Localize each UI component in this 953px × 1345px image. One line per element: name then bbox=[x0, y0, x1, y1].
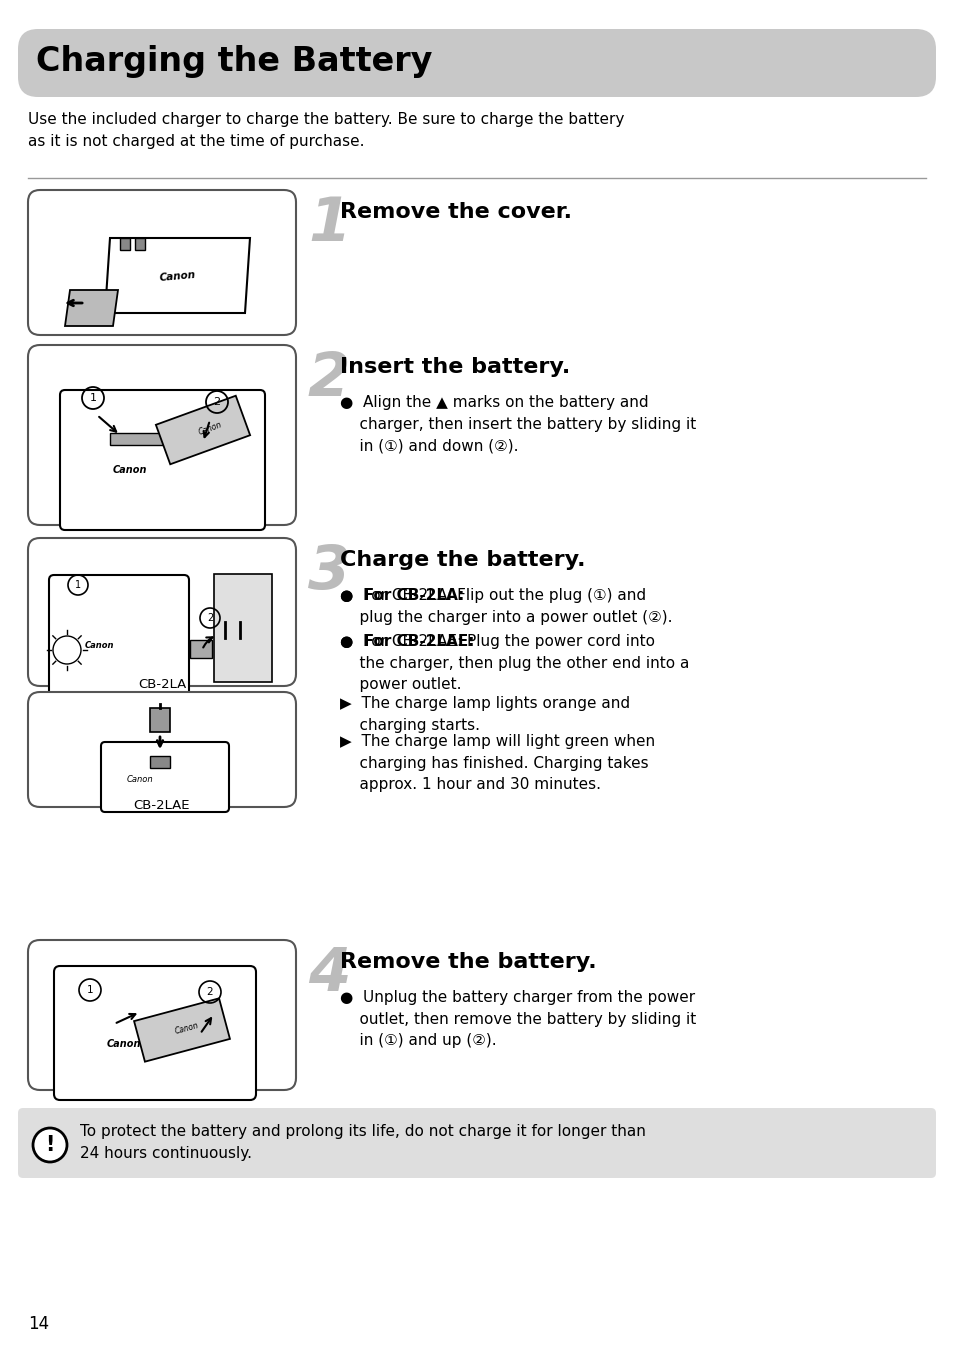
Text: 3: 3 bbox=[308, 543, 350, 603]
Text: 1: 1 bbox=[90, 393, 96, 403]
FancyBboxPatch shape bbox=[101, 742, 229, 812]
Bar bbox=[150, 756, 170, 768]
Text: Canon: Canon bbox=[159, 269, 196, 282]
FancyBboxPatch shape bbox=[49, 576, 189, 703]
Text: !: ! bbox=[45, 1135, 54, 1155]
FancyBboxPatch shape bbox=[18, 30, 935, 97]
Text: Canon: Canon bbox=[107, 1038, 141, 1049]
FancyBboxPatch shape bbox=[28, 538, 295, 686]
Text: 2: 2 bbox=[308, 350, 350, 409]
Text: ▶  The charge lamp lights orange and
    charging starts.: ▶ The charge lamp lights orange and char… bbox=[339, 695, 630, 733]
Polygon shape bbox=[65, 291, 118, 325]
Text: 1: 1 bbox=[75, 580, 81, 590]
FancyBboxPatch shape bbox=[60, 390, 265, 530]
Text: CB-2LA: CB-2LA bbox=[138, 678, 186, 691]
Text: 2: 2 bbox=[207, 613, 213, 623]
Text: ●  For CB-2LA:: ● For CB-2LA: bbox=[339, 588, 464, 603]
FancyBboxPatch shape bbox=[18, 1108, 935, 1178]
FancyBboxPatch shape bbox=[28, 691, 295, 807]
Text: 1: 1 bbox=[87, 985, 93, 995]
Text: Use the included charger to charge the battery. Be sure to charge the battery
as: Use the included charger to charge the b… bbox=[28, 112, 623, 149]
Bar bbox=[120, 238, 130, 250]
FancyBboxPatch shape bbox=[28, 190, 295, 335]
Polygon shape bbox=[155, 395, 250, 464]
Text: Canon: Canon bbox=[197, 420, 223, 436]
Text: Remove the battery.: Remove the battery. bbox=[339, 952, 596, 972]
Text: To protect the battery and prolong its life, do not charge it for longer than
24: To protect the battery and prolong its l… bbox=[80, 1124, 645, 1161]
Text: 2: 2 bbox=[213, 397, 220, 408]
Bar bbox=[213, 574, 272, 682]
Polygon shape bbox=[150, 707, 170, 732]
Bar bbox=[190, 640, 212, 658]
Text: CB-2LAE: CB-2LAE bbox=[133, 799, 190, 812]
Text: Canon: Canon bbox=[84, 640, 113, 650]
Text: ●  For CB-2LAE: Plug the power cord into
    the charger, then plug the other en: ● For CB-2LAE: Plug the power cord into … bbox=[339, 633, 689, 693]
Text: Charge the battery.: Charge the battery. bbox=[339, 550, 585, 570]
Text: ●  For CB-2LA: Flip out the plug (①) and
    plug the charger into a power outle: ● For CB-2LA: Flip out the plug (①) and … bbox=[339, 588, 672, 624]
FancyBboxPatch shape bbox=[28, 940, 295, 1089]
Text: ●  For CB-2LAE:: ● For CB-2LAE: bbox=[339, 633, 474, 650]
Text: ▶  The charge lamp will light green when
    charging has finished. Charging tak: ▶ The charge lamp will light green when … bbox=[339, 734, 655, 792]
Circle shape bbox=[33, 1128, 67, 1162]
Bar bbox=[135, 238, 145, 250]
Text: ●  Unplug the battery charger from the power
    outlet, then remove the battery: ● Unplug the battery charger from the po… bbox=[339, 990, 696, 1048]
Text: Insert the battery.: Insert the battery. bbox=[339, 356, 570, 377]
Text: Charging the Battery: Charging the Battery bbox=[36, 46, 432, 78]
Polygon shape bbox=[105, 238, 250, 313]
Polygon shape bbox=[134, 998, 230, 1061]
FancyBboxPatch shape bbox=[28, 346, 295, 525]
Text: ●  Align the ▲ marks on the battery and
    charger, then insert the battery by : ● Align the ▲ marks on the battery and c… bbox=[339, 395, 696, 453]
Text: Remove the cover.: Remove the cover. bbox=[339, 202, 572, 222]
Text: Canon: Canon bbox=[127, 776, 153, 784]
Text: 1: 1 bbox=[308, 195, 350, 254]
Text: Canon: Canon bbox=[173, 1021, 200, 1036]
Bar bbox=[110, 433, 170, 445]
Text: 2: 2 bbox=[207, 987, 213, 997]
Text: 14: 14 bbox=[28, 1315, 49, 1333]
FancyBboxPatch shape bbox=[54, 966, 255, 1100]
Text: Canon: Canon bbox=[112, 465, 147, 475]
Text: 4: 4 bbox=[308, 946, 350, 1003]
